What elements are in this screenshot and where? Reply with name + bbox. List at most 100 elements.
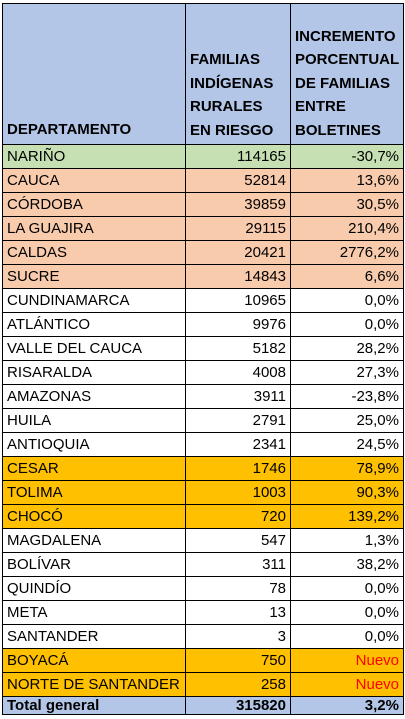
table-body: NARIÑO 114165 -30,7% CAUCA 52814 13,6% CÓRDOBA… <box>2 144 404 697</box>
cell-incremento: 90,3% <box>290 480 404 505</box>
cell-familias: 78 <box>185 576 291 601</box>
table-row: META 13 0,0% <box>2 600 404 625</box>
cell-departamento: AMAZONAS <box>2 384 186 409</box>
cell-departamento: CHOCÓ <box>2 504 186 529</box>
cell-familias: 5182 <box>185 336 291 361</box>
cell-incremento: Nuevo <box>290 648 404 673</box>
cell-incremento: -23,8% <box>290 384 404 409</box>
cell-familias: 52814 <box>185 168 291 193</box>
header-departamento: DEPARTAMENTO <box>2 3 186 145</box>
spreadsheet-table-wrapper: DEPARTAMENTO FAMILIAS INDÍGENAS RURALES … <box>2 3 404 715</box>
cell-familias: 4008 <box>185 360 291 385</box>
table-row: BOYACÁ 750 Nuevo <box>2 648 404 673</box>
cell-familias: 20421 <box>185 240 291 265</box>
cell-departamento: NARIÑO <box>2 144 186 169</box>
cell-incremento: 6,6% <box>290 264 404 289</box>
cell-departamento: ATLÁNTICO <box>2 312 186 337</box>
cell-departamento: CESAR <box>2 456 186 481</box>
table-row: NORTE DE SANTANDER 258 Nuevo <box>2 672 404 697</box>
table-row: CALDAS 20421 2776,2% <box>2 240 404 265</box>
cell-incremento: 78,9% <box>290 456 404 481</box>
cell-familias: 750 <box>185 648 291 673</box>
cell-incremento: 24,5% <box>290 432 404 457</box>
cell-departamento: QUINDÍO <box>2 576 186 601</box>
cell-departamento: CUNDINAMARCA <box>2 288 186 313</box>
header-familias: FAMILIAS INDÍGENAS RURALES EN RIESGO <box>185 3 291 145</box>
total-familias: 315820 <box>185 696 291 715</box>
cell-departamento: TOLIMA <box>2 480 186 505</box>
table-row: CHOCÓ 720 139,2% <box>2 504 404 529</box>
cell-incremento: 0,0% <box>290 624 404 649</box>
header-row: DEPARTAMENTO FAMILIAS INDÍGENAS RURALES … <box>2 3 404 145</box>
cell-departamento: CAUCA <box>2 168 186 193</box>
cell-familias: 2791 <box>185 408 291 433</box>
cell-incremento: 38,2% <box>290 552 404 577</box>
table-row: NARIÑO 114165 -30,7% <box>2 144 404 169</box>
risk-families-table: DEPARTAMENTO FAMILIAS INDÍGENAS RURALES … <box>2 3 404 715</box>
cell-familias: 258 <box>185 672 291 697</box>
cell-incremento: 0,0% <box>290 288 404 313</box>
table-row: VALLE DEL CAUCA 5182 28,2% <box>2 336 404 361</box>
table-row: SANTANDER 3 0,0% <box>2 624 404 649</box>
cell-departamento: VALLE DEL CAUCA <box>2 336 186 361</box>
cell-familias: 3911 <box>185 384 291 409</box>
cell-familias: 29115 <box>185 216 291 241</box>
cell-familias: 720 <box>185 504 291 529</box>
cell-incremento: 25,0% <box>290 408 404 433</box>
cell-departamento: SUCRE <box>2 264 186 289</box>
table-row: BOLÍVAR 311 38,2% <box>2 552 404 577</box>
table-row: CAUCA 52814 13,6% <box>2 168 404 193</box>
cell-incremento: 139,2% <box>290 504 404 529</box>
cell-familias: 1746 <box>185 456 291 481</box>
table-row: CUNDINAMARCA 10965 0,0% <box>2 288 404 313</box>
cell-departamento: LA GUAJIRA <box>2 216 186 241</box>
table-row: QUINDÍO 78 0,0% <box>2 576 404 601</box>
cell-incremento: Nuevo <box>290 672 404 697</box>
cell-incremento: 0,0% <box>290 576 404 601</box>
header-incremento: INCREMENTO PORCENTUAL DE FAMILIAS ENTRE … <box>290 3 404 145</box>
cell-incremento: 2776,2% <box>290 240 404 265</box>
cell-incremento: -30,7% <box>290 144 404 169</box>
cell-departamento: BOYACÁ <box>2 648 186 673</box>
cell-departamento: MAGDALENA <box>2 528 186 553</box>
table-row: ANTIOQUIA 2341 24,5% <box>2 432 404 457</box>
cell-incremento: 13,6% <box>290 168 404 193</box>
total-label: Total general <box>2 696 186 715</box>
cell-departamento: CÓRDOBA <box>2 192 186 217</box>
cell-familias: 3 <box>185 624 291 649</box>
cell-familias: 311 <box>185 552 291 577</box>
table-row: LA GUAJIRA 29115 210,4% <box>2 216 404 241</box>
table-row: MAGDALENA 547 1,3% <box>2 528 404 553</box>
cell-departamento: RISARALDA <box>2 360 186 385</box>
cell-familias: 14843 <box>185 264 291 289</box>
cell-familias: 9976 <box>185 312 291 337</box>
cell-departamento: HUILA <box>2 408 186 433</box>
cell-familias: 114165 <box>185 144 291 169</box>
cell-incremento: 0,0% <box>290 600 404 625</box>
cell-incremento: 30,5% <box>290 192 404 217</box>
cell-departamento: ANTIOQUIA <box>2 432 186 457</box>
table-row: AMAZONAS 3911 -23,8% <box>2 384 404 409</box>
cell-departamento: CALDAS <box>2 240 186 265</box>
table-row: RISARALDA 4008 27,3% <box>2 360 404 385</box>
table-row: TOLIMA 1003 90,3% <box>2 480 404 505</box>
cell-incremento: 210,4% <box>290 216 404 241</box>
table-row: SUCRE 14843 6,6% <box>2 264 404 289</box>
cell-incremento: 27,3% <box>290 360 404 385</box>
total-row: Total general 315820 3,2% <box>2 696 404 715</box>
cell-incremento: 1,3% <box>290 528 404 553</box>
cell-familias: 39859 <box>185 192 291 217</box>
cell-familias: 547 <box>185 528 291 553</box>
cell-departamento: META <box>2 600 186 625</box>
total-incremento: 3,2% <box>290 696 404 715</box>
cell-familias: 13 <box>185 600 291 625</box>
cell-departamento: BOLÍVAR <box>2 552 186 577</box>
cell-familias: 10965 <box>185 288 291 313</box>
table-row: ATLÁNTICO 9976 0,0% <box>2 312 404 337</box>
cell-departamento: NORTE DE SANTANDER <box>2 672 186 697</box>
cell-familias: 2341 <box>185 432 291 457</box>
table-row: HUILA 2791 25,0% <box>2 408 404 433</box>
table-row: CESAR 1746 78,9% <box>2 456 404 481</box>
table-row: CÓRDOBA 39859 30,5% <box>2 192 404 217</box>
cell-incremento: 28,2% <box>290 336 404 361</box>
